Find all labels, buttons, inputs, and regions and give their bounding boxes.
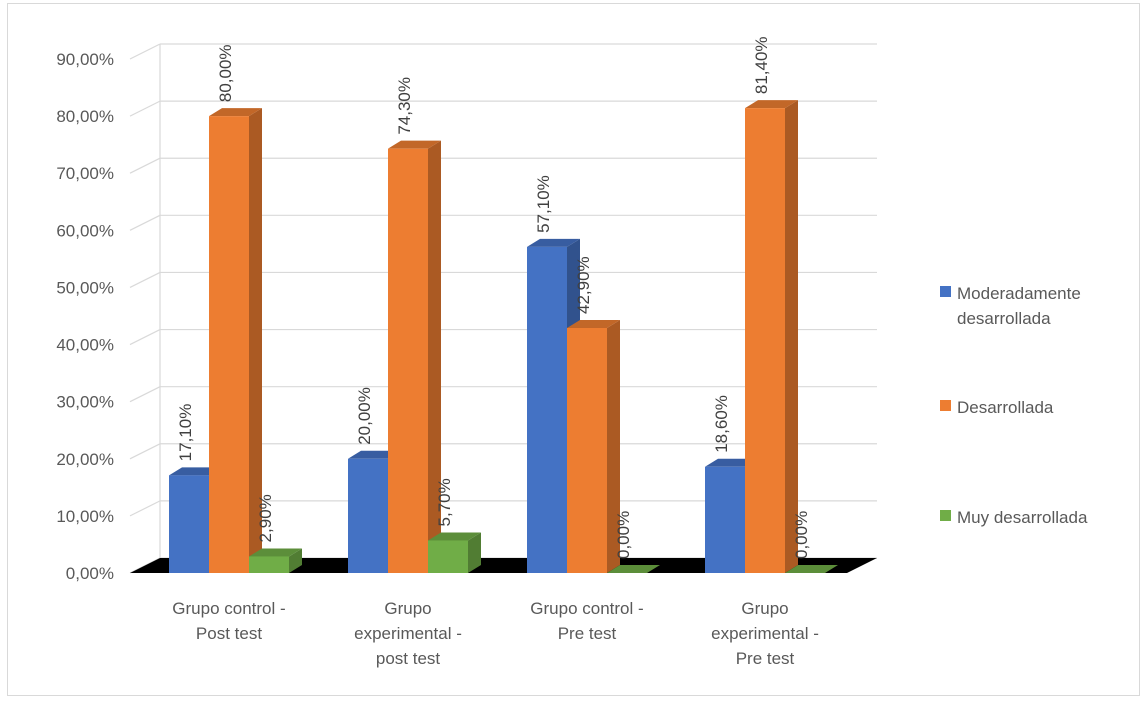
legend-swatch: [940, 400, 951, 411]
data-label: 74,30%: [395, 77, 414, 135]
bar-front: [705, 466, 745, 573]
gridline-depth: [129, 157, 161, 174]
bar-front: [209, 116, 249, 573]
gridline-depth: [129, 43, 161, 60]
data-labels: 17,10% 80,00% 2,90% 20,00% 74,30% 5,70% 57,10%…: [176, 36, 811, 559]
bar-top: [388, 140, 441, 149]
data-label: 18,60%: [712, 395, 731, 453]
bar: [745, 100, 798, 574]
x-tick-label: Grupo experimental -Pre test: [711, 599, 819, 668]
gridline-depth: [129, 443, 161, 460]
data-label: 5,70%: [435, 478, 454, 526]
y-tick-label: 70,00%: [56, 164, 114, 183]
bar-side: [289, 548, 302, 573]
x-tick-label: Grupo control -Pre test: [530, 599, 643, 643]
x-tick-label: Grupo control -Post test: [172, 599, 285, 643]
legend-item: Desarrollada: [940, 398, 1054, 417]
bar: [567, 319, 620, 573]
y-axis: 0,00% 10,00% 20,00% 30,00% 40,00% 50,00% 60,00…: [56, 50, 114, 583]
data-label: 0,00%: [614, 511, 633, 559]
data-label: 57,10%: [534, 175, 553, 233]
bar-side: [249, 108, 262, 573]
legend-item: Moderadamente desarrollada: [940, 284, 1081, 328]
bar-top: [785, 565, 838, 573]
gridline-depth: [129, 386, 161, 403]
bar-side: [428, 140, 441, 574]
bar-side: [785, 100, 798, 574]
bar-top: [745, 100, 798, 109]
bar: [169, 467, 222, 573]
gridline-depth: [129, 271, 161, 288]
gridline-depth: [129, 214, 161, 231]
data-label: 2,90%: [256, 494, 275, 542]
legend-swatch: [940, 510, 951, 521]
bar: [428, 532, 481, 573]
bar: [249, 548, 302, 573]
bar-top: [428, 532, 481, 541]
legend-swatch: [940, 286, 951, 297]
bar: [388, 140, 441, 574]
data-label: 81,40%: [752, 36, 771, 94]
bar-top: [169, 467, 222, 476]
bar-top: [567, 319, 620, 328]
x-tick-label: Grupo experimental -post test: [354, 599, 462, 668]
y-tick-label: 40,00%: [56, 336, 114, 355]
y-tick-label: 80,00%: [56, 107, 114, 126]
bar-side: [607, 319, 620, 573]
data-label: 42,90%: [574, 256, 593, 314]
chart-floor: [130, 558, 877, 573]
bar-front: [567, 327, 607, 573]
gridline-depth: [129, 500, 161, 517]
bar-front: [388, 148, 428, 574]
bar-top: [209, 108, 262, 117]
bar-front: [169, 475, 209, 573]
bar-top: [527, 238, 580, 247]
legend-label: Moderadamente: [957, 284, 1081, 303]
bar-front: [348, 458, 388, 573]
bar-top: [249, 548, 302, 557]
y-tick-label: 0,00%: [66, 564, 114, 583]
y-tick-label: 90,00%: [56, 50, 114, 69]
data-label: 17,10%: [176, 404, 195, 462]
floor-plane: [130, 558, 877, 573]
y-tick-label: 10,00%: [56, 507, 114, 526]
y-tick-label: 30,00%: [56, 393, 114, 412]
gridline-depth: [129, 329, 161, 346]
legend: Moderadamente desarrollada Desarrollada Muy…: [940, 284, 1088, 527]
legend-item: Muy desarrollada: [940, 508, 1088, 527]
y-tick-label: 60,00%: [56, 221, 114, 240]
bar: [607, 565, 660, 573]
legend-label: Muy desarrollada: [957, 508, 1088, 527]
bar-front: [745, 108, 785, 574]
bar-side: [468, 532, 481, 573]
bar-top: [348, 450, 401, 459]
bar-top: [705, 458, 758, 467]
legend-label: desarrollada: [957, 309, 1051, 328]
bars: [169, 100, 838, 574]
data-label: 0,00%: [792, 511, 811, 559]
x-axis: Grupo control -Post test Grupo experimenta…: [172, 599, 819, 668]
bar: [785, 565, 838, 573]
bar-front: [428, 540, 468, 573]
bar-front: [527, 246, 567, 573]
y-tick-label: 50,00%: [56, 278, 114, 297]
gridline-depth: [129, 100, 161, 117]
y-tick-label: 20,00%: [56, 450, 114, 469]
bar-top: [607, 565, 660, 573]
data-label: 80,00%: [216, 44, 235, 102]
bar: [209, 108, 262, 573]
data-label: 20,00%: [355, 387, 374, 445]
bar-front: [249, 556, 289, 573]
legend-label: Desarrollada: [957, 398, 1054, 417]
